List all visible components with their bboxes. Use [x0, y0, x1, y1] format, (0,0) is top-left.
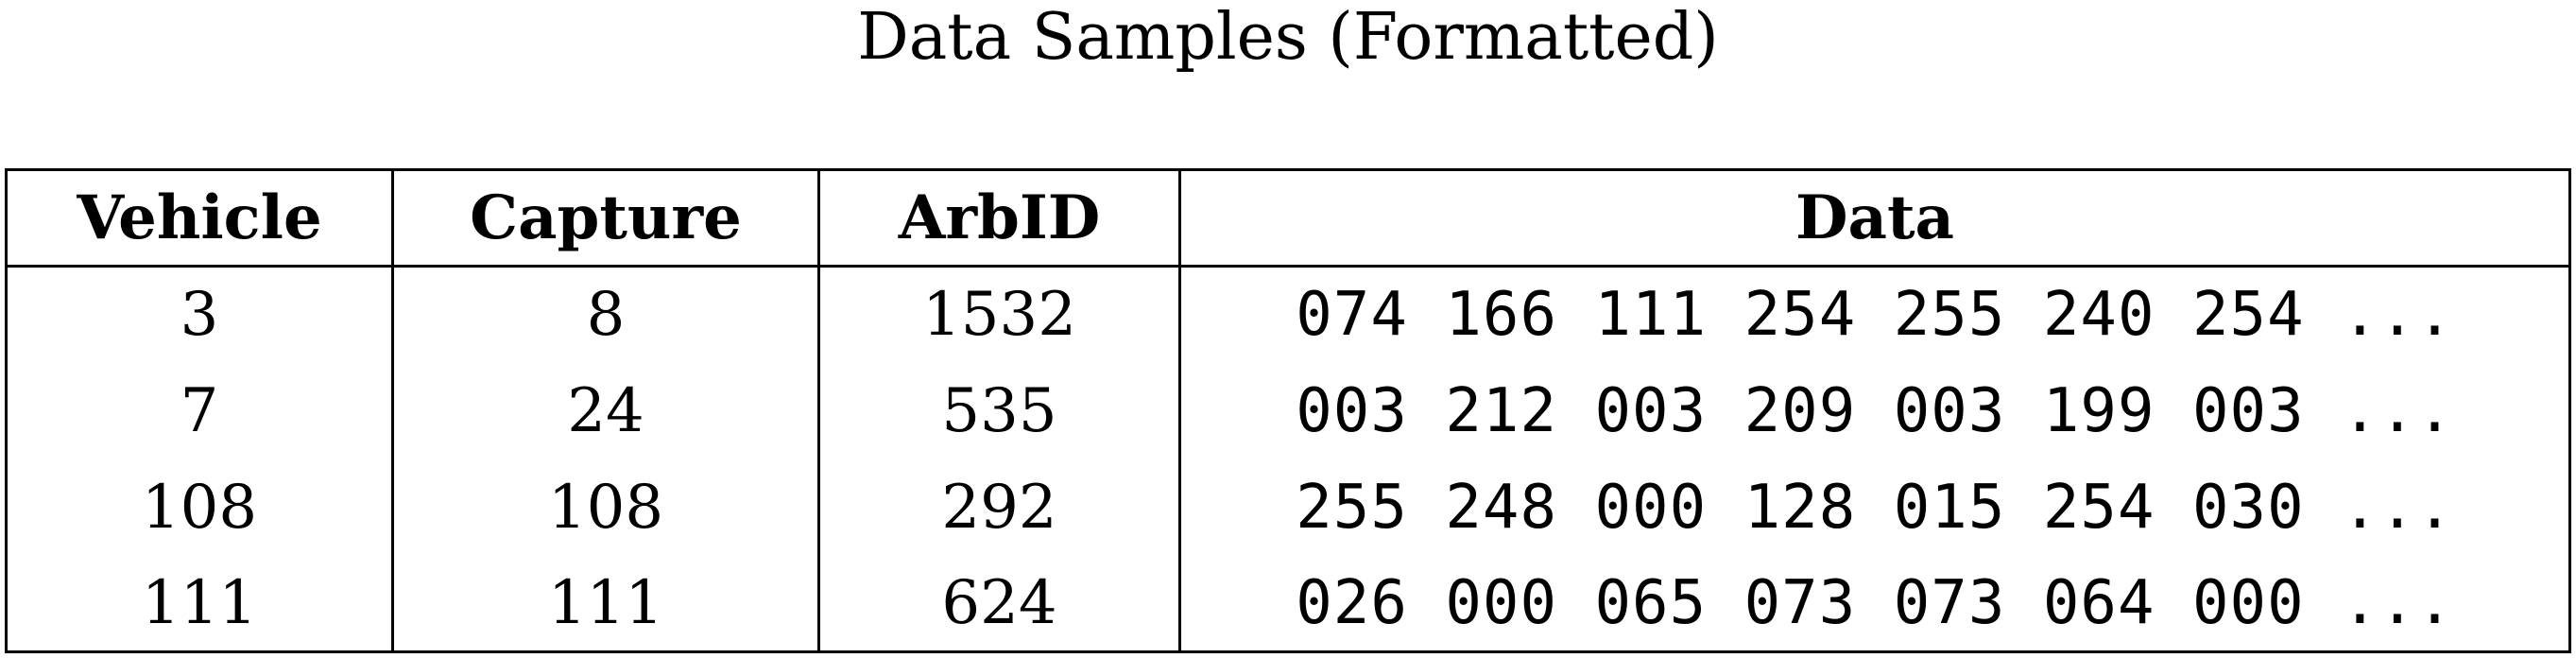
data-samples-table: Vehicle Capture ArbID Data 3 8 1532 074 …	[5, 168, 2571, 653]
cell-capture: 108	[391, 459, 820, 556]
cell-capture: 8	[391, 266, 820, 363]
cell-data: 026 000 065 073 073 064 000 ...	[1178, 555, 2571, 653]
cell-arbid: 1532	[817, 266, 1181, 363]
table-row: 108 108 292 255 248 000 128 015 254 030 …	[5, 459, 2571, 556]
cell-data: 255 248 000 128 015 254 030 ...	[1178, 459, 2571, 556]
cell-arbid: 624	[817, 555, 1181, 653]
cell-data: 003 212 003 209 003 199 003 ...	[1178, 362, 2571, 459]
cell-vehicle: 108	[5, 459, 394, 556]
cell-vehicle: 111	[5, 555, 394, 653]
table-title: Data Samples (Formatted)	[857, 0, 1719, 75]
cell-arbid: 292	[817, 459, 1181, 556]
header-row: Vehicle Capture ArbID Data	[5, 168, 2571, 268]
cell-data: 074 166 111 254 255 240 254 ...	[1178, 266, 2571, 363]
cell-vehicle: 7	[5, 362, 394, 459]
cell-capture: 111	[391, 555, 820, 653]
table-row: 7 24 535 003 212 003 209 003 199 003 ...	[5, 362, 2571, 459]
header-arbid: ArbID	[817, 168, 1181, 268]
header-vehicle: Vehicle	[5, 168, 394, 268]
cell-vehicle: 3	[5, 266, 394, 363]
header-capture: Capture	[391, 168, 820, 268]
table-row: 3 8 1532 074 166 111 254 255 240 254 ...	[5, 266, 2571, 363]
table-row: 111 111 624 026 000 065 073 073 064 000 …	[5, 555, 2571, 653]
header-data: Data	[1178, 168, 2571, 268]
cell-capture: 24	[391, 362, 820, 459]
cell-arbid: 535	[817, 362, 1181, 459]
